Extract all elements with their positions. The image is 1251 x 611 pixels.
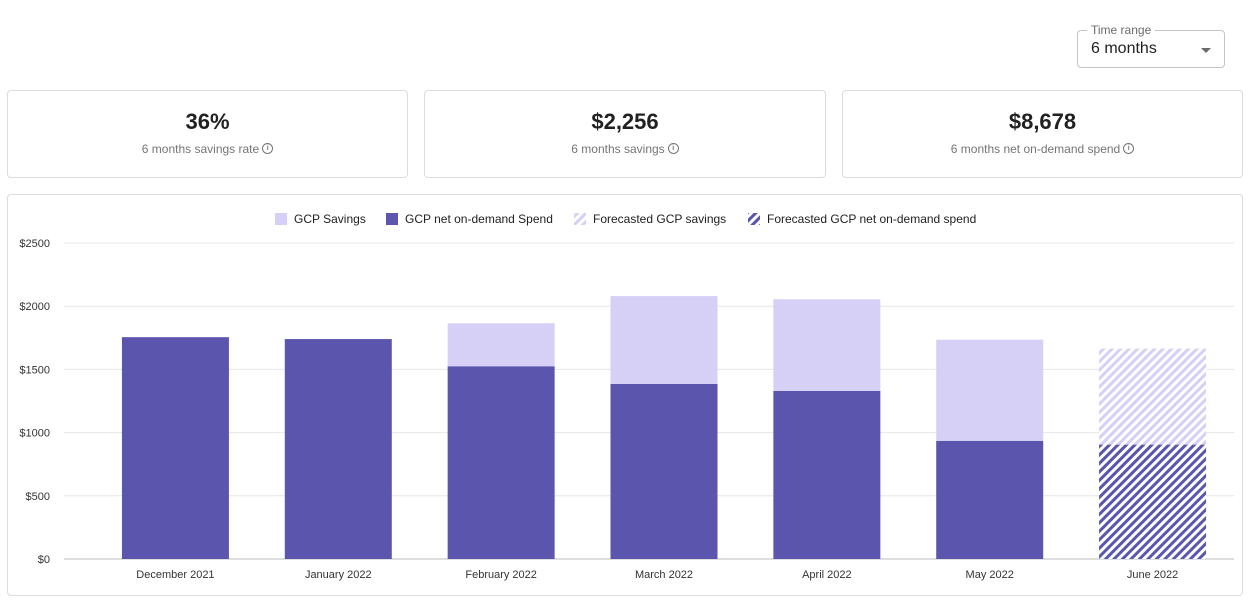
savings-caption: 6 months savings i (425, 142, 825, 156)
y-tick-label: $1000 (19, 428, 50, 440)
legend-swatch (275, 213, 287, 225)
info-icon[interactable]: i (667, 143, 679, 155)
savings-caption-text: 6 months savings (571, 142, 665, 156)
x-tick-label: April 2022 (802, 569, 852, 581)
x-tick-label: February 2022 (465, 569, 537, 581)
x-tick-label: May 2022 (966, 569, 1014, 581)
y-tick-label: $1500 (19, 364, 50, 376)
y-tick-label: $2000 (19, 301, 50, 313)
legend-label[interactable]: Forecasted GCP savings (593, 212, 726, 226)
info-icon[interactable]: i (1123, 143, 1135, 155)
time-range-select[interactable]: Time range 6 months (1077, 23, 1225, 68)
savings-rate-caption-text: 6 months savings rate (141, 142, 260, 156)
savings-rate-caption: 6 months savings rate i (8, 142, 407, 156)
chart-panel: $0 $500 $1000 $1500 $2000 $2500 December 2021 J… (7, 194, 1243, 596)
time-range-label: Time range (1087, 23, 1156, 37)
legend-swatch (386, 213, 398, 225)
legend-label[interactable]: GCP net on-demand Spend (405, 212, 553, 226)
net-spend-value: $8,678 (1008, 109, 1077, 134)
bar-forecast-spend[interactable] (1099, 444, 1207, 559)
bar-forecast-savings[interactable] (1099, 348, 1207, 445)
bar-spend[interactable] (773, 390, 881, 559)
bar-savings[interactable] (447, 323, 555, 367)
time-range-value: 6 months (1091, 40, 1157, 57)
x-tick-label: January 2022 (305, 569, 372, 581)
legend-swatch (748, 213, 760, 225)
net-spend-card: $8,678 6 months net on-demand spend i (842, 90, 1243, 178)
net-spend-caption: 6 months net on-demand spend i (843, 142, 1242, 156)
bar-spend[interactable] (284, 339, 392, 559)
x-tick-label: December 2021 (136, 569, 214, 581)
savings-value: $2,256 (591, 109, 659, 134)
bar-spend[interactable] (936, 440, 1044, 559)
savings-card: $2,256 6 months savings i (424, 90, 826, 178)
y-tick-label: $500 (26, 491, 50, 503)
info-icon[interactable]: i (262, 143, 274, 155)
legend-label[interactable]: Forecasted GCP net on-demand spend (767, 212, 976, 226)
x-tick-label: March 2022 (635, 569, 693, 581)
legend-swatch (574, 213, 586, 225)
y-tick-label: $0 (38, 554, 50, 566)
savings-rate-value: 36% (185, 109, 230, 134)
bar-spend[interactable] (610, 383, 718, 559)
chevron-down-icon (1201, 48, 1211, 53)
stacked-bar-chart: $0 $500 $1000 $1500 $2000 $2500 December 2021 J… (19, 212, 1234, 581)
bar-savings[interactable] (610, 296, 718, 384)
bar-savings[interactable] (936, 339, 1044, 441)
bar-spend[interactable] (447, 366, 555, 559)
savings-rate-card: 36% 6 months savings rate i (7, 90, 408, 178)
legend-label[interactable]: GCP Savings (294, 212, 366, 226)
x-tick-label: June 2022 (1127, 569, 1178, 581)
net-spend-caption-text: 6 months net on-demand spend (950, 142, 1121, 156)
bar-savings[interactable] (773, 299, 881, 391)
bar-spend[interactable] (121, 337, 229, 559)
y-tick-label: $2500 (19, 238, 50, 250)
